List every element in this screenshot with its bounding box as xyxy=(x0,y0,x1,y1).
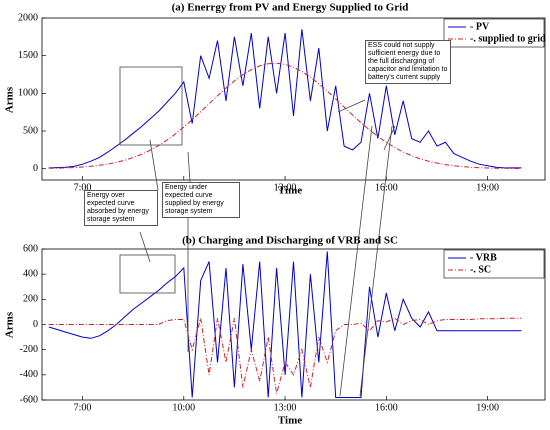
legend-label: - VRB xyxy=(470,252,497,263)
y-tick-label: 500 xyxy=(23,125,38,136)
series-line xyxy=(48,29,522,169)
annotation-shapes xyxy=(119,66,396,397)
x-tick-label: 7:00 xyxy=(74,182,92,193)
y-tick-label: 1000 xyxy=(18,88,38,99)
arrow xyxy=(383,125,396,151)
arrow xyxy=(359,125,393,397)
series-line xyxy=(48,251,522,398)
arrow xyxy=(337,99,366,113)
chart-title: (b) Charging and Discharging of VRB and … xyxy=(182,235,398,247)
y-tick-label: 0 xyxy=(33,163,38,174)
annotation: Energy under expected curve supplied by … xyxy=(162,182,240,218)
x-tick-label: 19:00 xyxy=(476,182,499,193)
y-tick-label: 2000 xyxy=(18,12,38,23)
legend-label: - PV xyxy=(470,21,490,32)
x-tick-label: 7:00 xyxy=(74,402,92,413)
x-axis-label: Time xyxy=(278,185,302,197)
y-tick-label: 1500 xyxy=(18,50,38,61)
y-tick-label: 200 xyxy=(23,294,38,305)
x-tick-label: 16:00 xyxy=(375,402,398,413)
x-tick-label: 13:00 xyxy=(274,402,297,413)
arrow xyxy=(149,139,159,191)
y-tick-label: 600 xyxy=(23,243,38,254)
y-tick-label: -400 xyxy=(20,369,38,380)
y-tick-label: -600 xyxy=(20,394,38,405)
x-tick-label: 19:00 xyxy=(476,402,499,413)
arrow xyxy=(187,151,191,183)
x-axis-label: Time xyxy=(278,415,302,427)
chart-title: (a) Enerrgy from PV and Energy Supplied … xyxy=(172,2,409,14)
legend-box xyxy=(443,18,545,48)
annotation: Energy over expected curve absorbed by e… xyxy=(84,190,158,226)
y-axis-label: Arms xyxy=(4,311,16,338)
x-tick-label: 16:00 xyxy=(375,182,398,193)
x-tick-label: 13:00 xyxy=(274,182,297,193)
legend-label: -. SC xyxy=(470,264,491,275)
series-line xyxy=(48,317,522,394)
x-tick-label: 10:00 xyxy=(172,402,195,413)
y-tick-label: 0 xyxy=(33,319,38,330)
arrow xyxy=(139,231,151,263)
y-tick-label: -200 xyxy=(20,344,38,355)
y-tick-label: 400 xyxy=(23,268,38,279)
y-axis-label: Arms xyxy=(4,86,16,113)
legend-box xyxy=(443,249,545,279)
legend-label: -. supplied to grid xyxy=(470,33,546,44)
arrow xyxy=(339,125,373,397)
annotation: ESS could not supply sufficient energy d… xyxy=(365,40,451,84)
